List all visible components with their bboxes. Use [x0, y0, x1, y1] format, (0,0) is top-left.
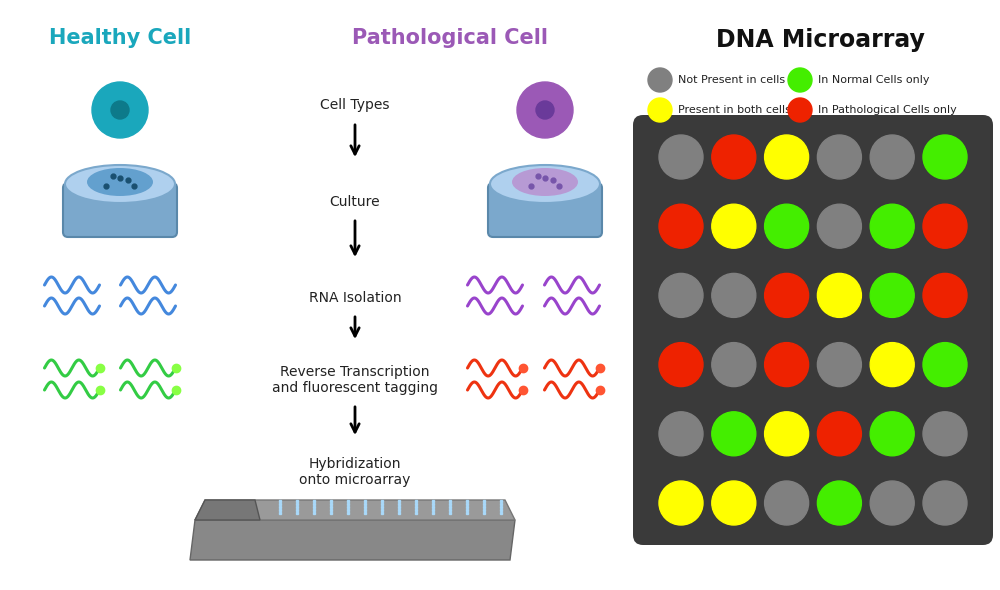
Text: Hybridization
onto microarray: Hybridization onto microarray	[299, 457, 411, 487]
Circle shape	[536, 101, 554, 119]
FancyBboxPatch shape	[488, 183, 602, 237]
Circle shape	[788, 98, 812, 122]
Circle shape	[870, 273, 914, 317]
FancyBboxPatch shape	[633, 115, 993, 545]
Circle shape	[712, 481, 756, 525]
Circle shape	[712, 204, 756, 248]
Circle shape	[712, 273, 756, 317]
Circle shape	[765, 135, 809, 179]
Text: Not Present in cells: Not Present in cells	[678, 75, 785, 85]
Ellipse shape	[512, 168, 578, 196]
Text: Pathological Cell: Pathological Cell	[352, 28, 548, 48]
Circle shape	[923, 412, 967, 456]
Circle shape	[659, 204, 703, 248]
FancyBboxPatch shape	[63, 183, 177, 237]
Circle shape	[648, 68, 672, 92]
Circle shape	[870, 343, 914, 386]
Circle shape	[870, 412, 914, 456]
Circle shape	[111, 101, 129, 119]
Circle shape	[659, 135, 703, 179]
Text: Reverse Transcription
and fluorescent tagging: Reverse Transcription and fluorescent ta…	[272, 365, 438, 395]
Circle shape	[870, 204, 914, 248]
Ellipse shape	[65, 165, 175, 203]
Circle shape	[765, 204, 809, 248]
Circle shape	[765, 481, 809, 525]
Circle shape	[712, 412, 756, 456]
Text: Culture: Culture	[330, 195, 380, 209]
Circle shape	[788, 68, 812, 92]
Circle shape	[923, 204, 967, 248]
Ellipse shape	[87, 168, 153, 196]
Circle shape	[923, 481, 967, 525]
Text: RNA Isolation: RNA Isolation	[309, 291, 401, 305]
Circle shape	[870, 481, 914, 525]
Ellipse shape	[490, 165, 600, 203]
Circle shape	[765, 343, 809, 386]
Circle shape	[817, 204, 861, 248]
Circle shape	[817, 343, 861, 386]
Circle shape	[659, 273, 703, 317]
Circle shape	[923, 273, 967, 317]
Polygon shape	[195, 500, 260, 520]
Circle shape	[659, 343, 703, 386]
Polygon shape	[195, 500, 515, 520]
Circle shape	[517, 82, 573, 138]
Text: Present in both cells: Present in both cells	[678, 105, 791, 115]
Circle shape	[870, 135, 914, 179]
Circle shape	[817, 481, 861, 525]
Circle shape	[659, 412, 703, 456]
Circle shape	[817, 273, 861, 317]
Text: DNA Microarray: DNA Microarray	[716, 28, 924, 52]
Circle shape	[923, 135, 967, 179]
Circle shape	[659, 481, 703, 525]
Circle shape	[712, 343, 756, 386]
Circle shape	[923, 343, 967, 386]
Circle shape	[765, 273, 809, 317]
Circle shape	[92, 82, 148, 138]
Text: Healthy Cell: Healthy Cell	[49, 28, 191, 48]
Circle shape	[817, 412, 861, 456]
Circle shape	[648, 98, 672, 122]
Circle shape	[765, 412, 809, 456]
Text: In Pathological Cells only: In Pathological Cells only	[818, 105, 957, 115]
Text: Cell Types: Cell Types	[320, 98, 390, 112]
Circle shape	[817, 135, 861, 179]
Polygon shape	[190, 520, 515, 560]
Text: In Normal Cells only: In Normal Cells only	[818, 75, 930, 85]
Circle shape	[712, 135, 756, 179]
